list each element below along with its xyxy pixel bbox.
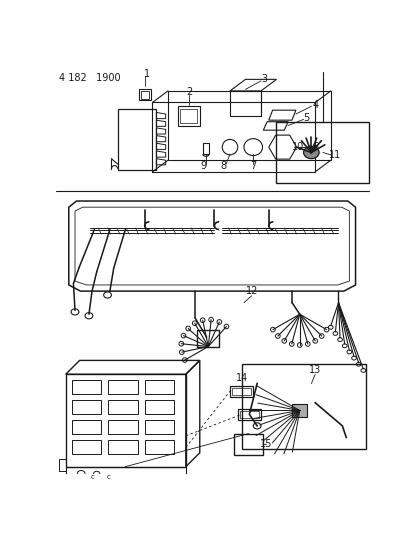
Ellipse shape bbox=[303, 147, 318, 159]
Bar bbox=[237, 409, 260, 421]
Bar bbox=[178, 106, 199, 126]
Bar bbox=[145, 400, 174, 414]
Text: c: c bbox=[91, 474, 95, 480]
Bar bbox=[108, 440, 138, 454]
Bar bbox=[240, 411, 258, 418]
Bar bbox=[233, 433, 263, 455]
Text: 5: 5 bbox=[302, 113, 309, 123]
Bar bbox=[72, 381, 101, 394]
Bar bbox=[241, 364, 365, 449]
Text: c: c bbox=[106, 474, 110, 480]
Bar bbox=[197, 329, 218, 346]
Text: 9: 9 bbox=[200, 161, 206, 172]
Bar bbox=[108, 421, 138, 434]
Bar bbox=[145, 421, 174, 434]
Text: 13: 13 bbox=[309, 366, 320, 375]
Bar bbox=[108, 400, 138, 414]
Text: 8: 8 bbox=[220, 161, 226, 172]
Text: 11: 11 bbox=[328, 150, 340, 160]
Text: 12: 12 bbox=[245, 286, 257, 296]
Bar bbox=[180, 109, 197, 123]
Bar bbox=[108, 381, 138, 394]
Bar bbox=[72, 400, 101, 414]
Text: 7: 7 bbox=[249, 161, 256, 172]
Text: 1: 1 bbox=[144, 69, 150, 79]
Bar bbox=[202, 143, 209, 154]
Bar bbox=[72, 440, 101, 454]
Bar bbox=[66, 467, 185, 481]
Bar bbox=[276, 122, 369, 183]
Text: 15: 15 bbox=[260, 439, 272, 449]
Text: 2: 2 bbox=[185, 87, 192, 98]
Bar bbox=[291, 405, 307, 417]
Text: 10: 10 bbox=[291, 142, 304, 152]
Bar bbox=[232, 388, 250, 395]
Text: 3: 3 bbox=[261, 75, 267, 84]
Text: 4: 4 bbox=[311, 100, 318, 110]
Bar bbox=[230, 386, 253, 398]
Bar bbox=[72, 421, 101, 434]
Text: 14: 14 bbox=[235, 373, 247, 383]
Text: 6: 6 bbox=[311, 142, 318, 152]
Bar bbox=[145, 440, 174, 454]
Text: 4 182   1900: 4 182 1900 bbox=[59, 73, 121, 83]
Bar bbox=[145, 381, 174, 394]
